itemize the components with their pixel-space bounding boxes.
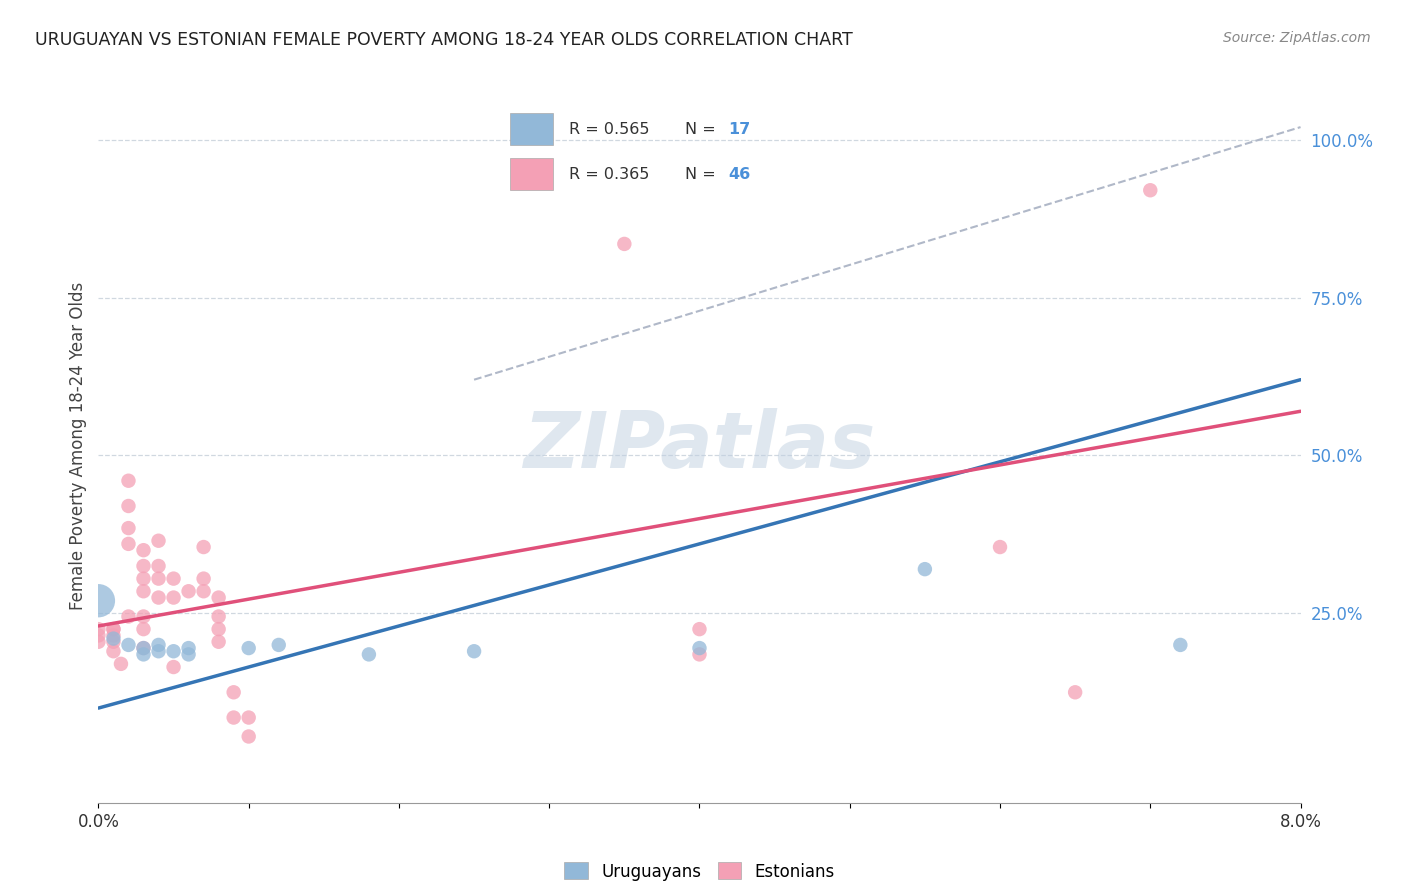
Point [689,622,711,636]
Point [148,572,170,586]
Point [103,628,125,642]
Point [110,657,132,671]
Point [267,638,290,652]
Point [463,644,485,658]
Point [222,685,245,699]
Y-axis label: Female Poverty Among 18-24 Year Olds: Female Poverty Among 18-24 Year Olds [69,282,87,610]
Point [208,634,231,648]
Point [103,622,125,636]
Point [1064,685,1087,699]
Point [193,584,215,599]
Point [132,572,155,586]
Point [132,622,155,636]
Point [148,533,170,548]
Point [103,644,125,658]
Point [162,591,184,605]
Point [208,591,231,605]
Point [132,543,155,558]
Point [177,584,200,599]
Point [208,609,231,624]
Point [117,474,139,488]
Point [208,622,231,636]
Point [148,644,170,658]
Point [132,559,155,574]
Point [689,648,711,662]
Text: Source: ZipAtlas.com: Source: ZipAtlas.com [1223,31,1371,45]
Point [103,622,125,636]
Point [87,622,110,636]
Text: URUGUAYAN VS ESTONIAN FEMALE POVERTY AMONG 18-24 YEAR OLDS CORRELATION CHART: URUGUAYAN VS ESTONIAN FEMALE POVERTY AMO… [35,31,853,49]
Point [117,537,139,551]
Point [132,641,155,656]
Point [148,591,170,605]
Point [148,559,170,574]
Point [162,644,184,658]
Point [914,562,936,576]
Point [1139,183,1161,197]
Point [357,648,380,662]
Legend: Uruguayans, Estonians: Uruguayans, Estonians [558,855,841,888]
Point [613,236,636,251]
Point [193,572,215,586]
Point [117,609,139,624]
Point [193,540,215,554]
Point [177,648,200,662]
Point [132,648,155,662]
Point [132,641,155,656]
Point [117,638,139,652]
Point [87,593,110,607]
Point [148,638,170,652]
Point [132,584,155,599]
Point [988,540,1011,554]
Point [238,730,260,744]
Point [238,641,260,656]
Point [87,628,110,642]
Point [238,710,260,724]
Point [162,572,184,586]
Text: ZIPatlas: ZIPatlas [523,408,876,484]
Point [222,710,245,724]
Point [1168,638,1191,652]
Point [117,499,139,513]
Point [162,660,184,674]
Point [87,634,110,648]
Point [103,634,125,648]
Point [132,609,155,624]
Point [689,641,711,656]
Point [177,641,200,656]
Point [117,521,139,535]
Point [103,632,125,646]
